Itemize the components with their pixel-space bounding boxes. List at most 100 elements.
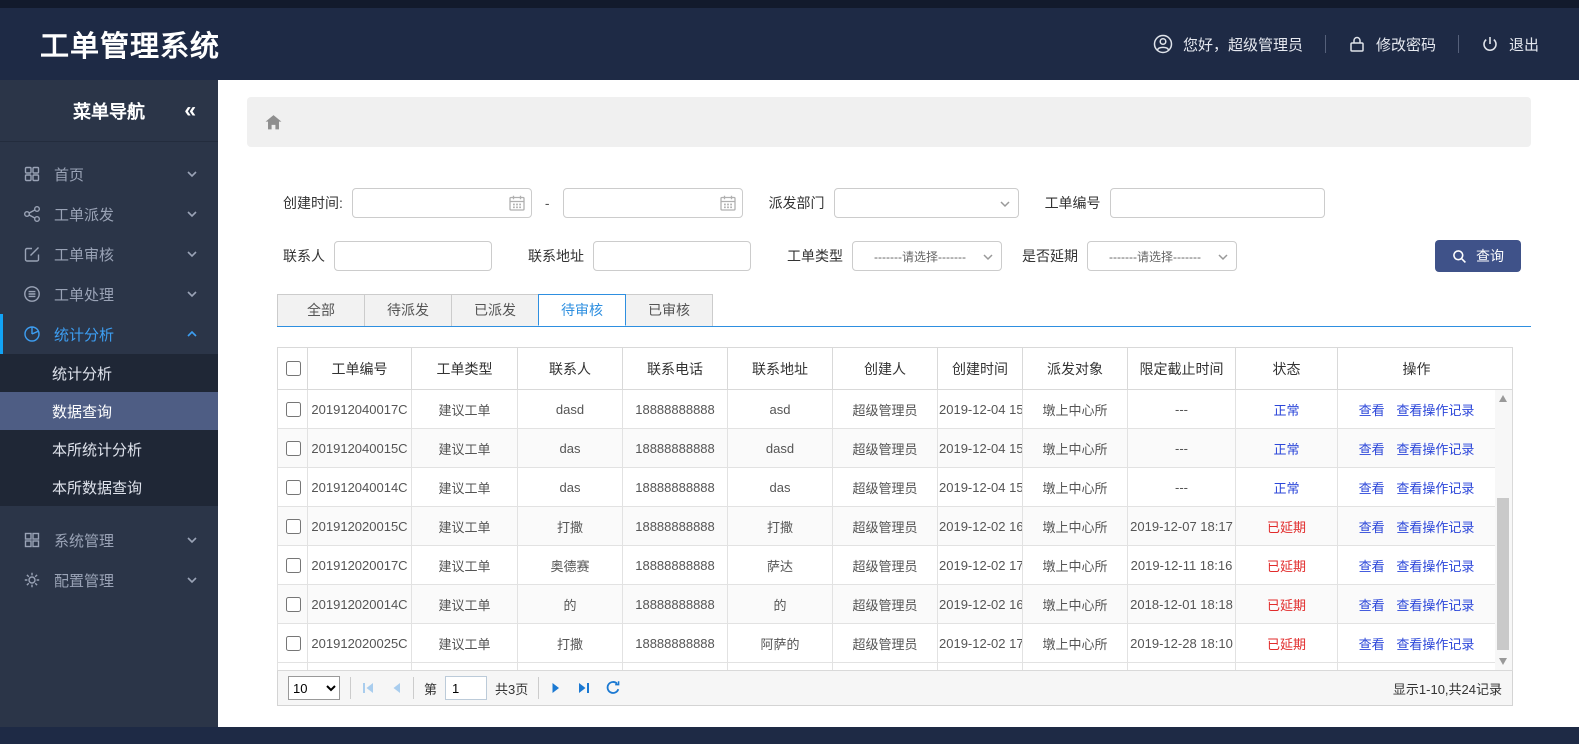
view-link[interactable]: 查看: [1358, 519, 1385, 535]
first-page-icon[interactable]: [361, 681, 375, 695]
order-no-input[interactable]: [1109, 188, 1325, 218]
create-time-end-input[interactable]: [562, 188, 743, 218]
last-page-icon[interactable]: [577, 681, 591, 695]
view-link[interactable]: 查看: [1358, 480, 1385, 496]
search-button[interactable]: 查询: [1435, 240, 1521, 272]
view-log-link[interactable]: 查看操作记录: [1396, 558, 1475, 574]
sidebar-item-system[interactable]: 系统管理: [0, 520, 218, 560]
row-checkbox[interactable]: [285, 557, 301, 573]
submenu-item-local-data-query[interactable]: 本所数据查询: [52, 479, 143, 497]
cell-create-time: 2019-12-02 17: [937, 545, 1023, 585]
submenu-item-data-query[interactable]: 数据查询: [0, 392, 218, 430]
date-range-separator: -: [544, 195, 550, 211]
cell-actions: 查看 查看操作记录: [1337, 428, 1495, 468]
cell-dispatch-target: 墩上中心所: [1022, 584, 1128, 624]
view-log-link[interactable]: 查看操作记录: [1396, 636, 1475, 652]
cell-phone: 18888888888: [622, 584, 728, 624]
view-log-link[interactable]: 查看操作记录: [1396, 441, 1475, 457]
row-checkbox[interactable]: [285, 518, 301, 534]
tab-all[interactable]: 全部: [277, 294, 365, 326]
cell-address: 的: [727, 584, 833, 624]
select-all-checkbox[interactable]: [285, 361, 301, 376]
cell-creator: 超级管理员: [832, 584, 938, 624]
sidebar-item-label: 工单处理: [54, 286, 115, 304]
col-order-type: 工单类型: [411, 347, 518, 390]
table-body: 201912040017C 建议工单 dasd 18888888888 asd …: [277, 390, 1495, 671]
row-checkbox[interactable]: [285, 440, 301, 456]
view-log-link[interactable]: 查看操作记录: [1396, 402, 1475, 418]
sidebar-item-home[interactable]: 首页: [0, 154, 218, 194]
sidebar-item-config[interactable]: 配置管理: [0, 560, 218, 600]
home-icon[interactable]: [264, 113, 283, 132]
order-type-select[interactable]: -------请选择-------: [852, 241, 1002, 271]
contact-input[interactable]: [334, 241, 492, 271]
sidebar-item-dispatch[interactable]: 工单派发: [0, 194, 218, 234]
cell-dispatch-target: 墩上中心所: [1022, 506, 1128, 546]
col-status: 状态: [1235, 347, 1338, 390]
calendar-icon[interactable]: [508, 194, 526, 212]
view-link[interactable]: 查看: [1358, 597, 1385, 613]
sidebar-item-statistics[interactable]: 统计分析: [0, 314, 218, 354]
page-number-input[interactable]: [445, 676, 488, 700]
table-row: 201912020017C 建议工单 奥德赛 18888888888 萨达 超级…: [277, 545, 1495, 585]
calendar-icon[interactable]: [719, 194, 737, 212]
dispatch-dept-select[interactable]: [833, 188, 1019, 218]
is-delayed-select[interactable]: -------请选择-------: [1087, 241, 1237, 271]
topbar-right: 您好，超级管理员 修改密码 退出: [1153, 34, 1539, 55]
view-link[interactable]: 查看: [1358, 636, 1385, 652]
row-checkbox[interactable]: [285, 479, 301, 495]
contact-address-input[interactable]: [593, 241, 751, 271]
is-delayed-label: 是否延期: [1022, 248, 1078, 264]
next-page-icon[interactable]: [549, 681, 563, 695]
cell-phone: 18888888888: [622, 467, 728, 507]
cell-create-time: 2019-12-04 15: [937, 467, 1023, 507]
refresh-icon[interactable]: [605, 680, 621, 696]
change-password-link[interactable]: 修改密码: [1348, 34, 1436, 55]
cell-address: asd: [727, 390, 833, 429]
create-time-start-input[interactable]: [351, 188, 532, 218]
page-size-select[interactable]: 10: [288, 676, 340, 700]
cell-order-type: 建议工单: [411, 545, 518, 585]
row-checkbox[interactable]: [285, 596, 301, 612]
logout-label: 退出: [1508, 36, 1539, 54]
sidebar-item-process[interactable]: 工单处理: [0, 274, 218, 314]
sidebar-item-review[interactable]: 工单审核: [0, 234, 218, 274]
cell-actions: 查看 查看操作记录: [1337, 467, 1495, 507]
view-link[interactable]: 查看: [1358, 402, 1385, 418]
scroll-down-icon[interactable]: [1499, 658, 1507, 665]
grid-icon: [23, 165, 41, 183]
row-checkbox[interactable]: [285, 635, 301, 651]
view-log-link[interactable]: 查看操作记录: [1396, 597, 1475, 613]
cell-order-type: 建议工单: [411, 506, 518, 546]
col-phone: 联系电话: [622, 347, 728, 390]
view-log-link[interactable]: 查看操作记录: [1396, 519, 1475, 535]
status-badge: 已延期: [1266, 558, 1306, 574]
cell-phone: 18888888888: [622, 390, 728, 429]
view-log-link[interactable]: 查看操作记录: [1396, 480, 1475, 496]
view-link[interactable]: 查看: [1358, 441, 1385, 457]
scrollbar-thumb[interactable]: [1497, 498, 1509, 650]
scrollbar-track[interactable]: [1495, 390, 1512, 670]
row-checkbox[interactable]: [285, 401, 301, 417]
sidebar-item-label: 工单审核: [54, 246, 115, 264]
col-dispatch-target: 派发对象: [1022, 347, 1128, 390]
submenu-item-local-statistics[interactable]: 本所统计分析: [52, 441, 143, 459]
cell-contact: das: [517, 428, 623, 468]
topbar-divider: [1457, 35, 1459, 53]
cell-status: 已延期: [1235, 506, 1338, 546]
breadcrumb: [247, 97, 1531, 147]
tab-dispatched[interactable]: 已派发: [451, 294, 539, 326]
scroll-up-icon[interactable]: [1499, 395, 1507, 402]
view-link[interactable]: 查看: [1358, 558, 1385, 574]
cell-order-type: 建议工单: [411, 390, 518, 429]
collapse-sidebar-button[interactable]: «: [184, 98, 196, 122]
submenu-item-statistics[interactable]: 统计分析: [52, 365, 113, 383]
table-row: 201912020014C 建议工单 的 18888888888 的 超级管理员…: [277, 584, 1495, 624]
tab-reviewed[interactable]: 已审核: [625, 294, 713, 326]
status-badge: 正常: [1273, 402, 1300, 418]
tab-pending-dispatch[interactable]: 待派发: [364, 294, 452, 326]
prev-page-icon[interactable]: [389, 681, 403, 695]
row-select-cell: [277, 584, 308, 624]
tab-pending-review[interactable]: 待审核: [538, 294, 626, 326]
logout-link[interactable]: 退出: [1481, 34, 1539, 55]
